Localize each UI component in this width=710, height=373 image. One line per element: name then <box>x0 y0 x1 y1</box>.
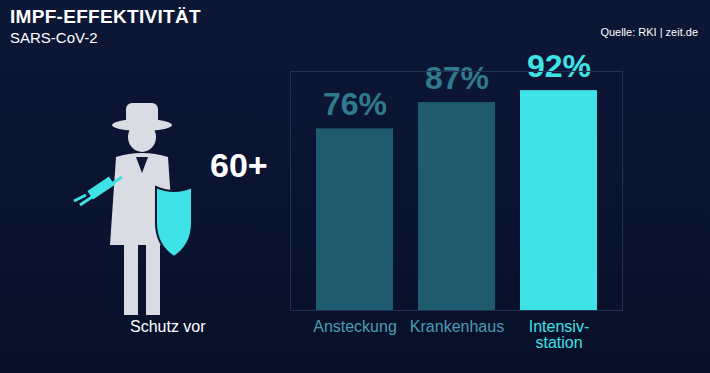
html-text:Quelle: RKI | zeit.de: Quelle: RKI | zeit.de <box>600 26 698 38</box>
svg-text:Ansteckung: Ansteckung <box>313 318 397 335</box>
svg-text:Intensiv-station: Intensiv-station <box>529 318 589 351</box>
svg-text:92%: 92% <box>527 48 591 84</box>
svg-text:Krankenhaus: Krankenhaus <box>410 318 504 335</box>
html-text:Schutz vor: Schutz vor <box>130 318 206 335</box>
html-text:IMPF-EFFEKTIVITÄT: IMPF-EFFEKTIVITÄT <box>10 6 201 27</box>
svg-text:87%: 87% <box>425 60 489 96</box>
html-text:SARS-CoV-2: SARS-CoV-2 <box>10 29 98 46</box>
html-text:60+: 60+ <box>210 146 268 184</box>
svg-text:76%: 76% <box>323 86 387 122</box>
